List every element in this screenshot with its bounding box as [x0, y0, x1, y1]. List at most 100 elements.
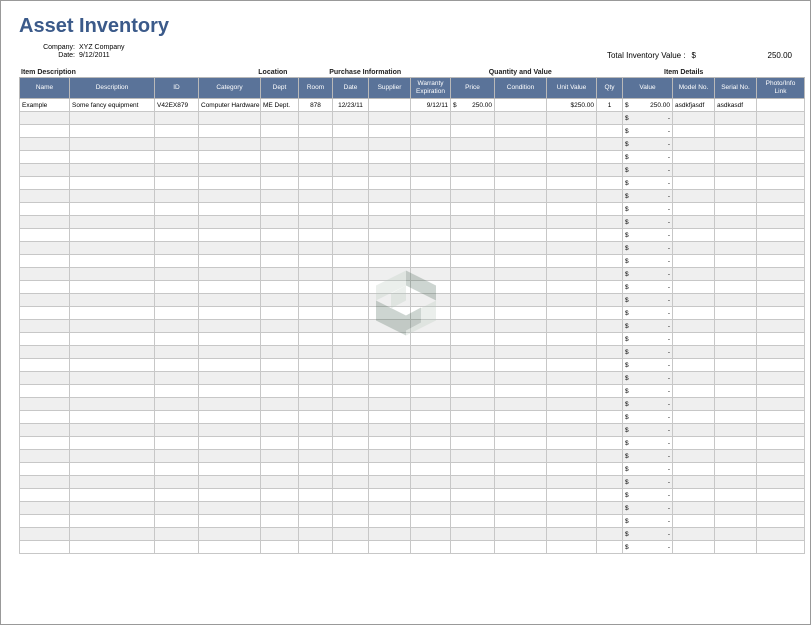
cell[interactable]: [155, 320, 199, 333]
cell[interactable]: [715, 528, 757, 541]
cell[interactable]: [673, 463, 715, 476]
cell[interactable]: [597, 489, 623, 502]
cell[interactable]: [155, 242, 199, 255]
cell[interactable]: [757, 320, 805, 333]
cell[interactable]: [451, 307, 495, 320]
cell[interactable]: [547, 398, 597, 411]
cell[interactable]: [261, 177, 299, 190]
cell[interactable]: [451, 242, 495, 255]
cell[interactable]: [715, 268, 757, 281]
cell[interactable]: [715, 450, 757, 463]
cell[interactable]: [155, 268, 199, 281]
cell[interactable]: [261, 216, 299, 229]
cell[interactable]: [20, 320, 70, 333]
cell-money[interactable]: $-: [623, 307, 673, 320]
cell[interactable]: [547, 216, 597, 229]
cell[interactable]: [333, 242, 369, 255]
cell[interactable]: [333, 346, 369, 359]
cell[interactable]: [451, 411, 495, 424]
cell[interactable]: [715, 255, 757, 268]
cell[interactable]: [715, 190, 757, 203]
cell[interactable]: [299, 255, 333, 268]
cell-money[interactable]: $-: [623, 463, 673, 476]
cell[interactable]: [495, 515, 547, 528]
cell[interactable]: [20, 164, 70, 177]
cell[interactable]: $250.00: [547, 99, 597, 112]
cell[interactable]: [411, 203, 451, 216]
cell[interactable]: [757, 450, 805, 463]
cell[interactable]: [70, 190, 155, 203]
cell[interactable]: [547, 112, 597, 125]
cell[interactable]: [333, 281, 369, 294]
cell-money[interactable]: $-: [623, 190, 673, 203]
cell[interactable]: [411, 437, 451, 450]
cell[interactable]: [199, 125, 261, 138]
cell[interactable]: [20, 125, 70, 138]
cell[interactable]: [495, 398, 547, 411]
cell[interactable]: [451, 177, 495, 190]
cell[interactable]: [261, 320, 299, 333]
cell[interactable]: [715, 489, 757, 502]
cell[interactable]: [20, 450, 70, 463]
cell-money[interactable]: $-: [623, 164, 673, 177]
cell[interactable]: [20, 424, 70, 437]
cell[interactable]: [70, 138, 155, 151]
cell[interactable]: [70, 502, 155, 515]
cell[interactable]: [155, 333, 199, 346]
cell[interactable]: [547, 255, 597, 268]
cell[interactable]: 9/12/11: [411, 99, 451, 112]
cell[interactable]: [155, 229, 199, 242]
cell[interactable]: [261, 502, 299, 515]
cell[interactable]: [547, 229, 597, 242]
cell[interactable]: [333, 307, 369, 320]
cell[interactable]: [199, 294, 261, 307]
cell[interactable]: [155, 515, 199, 528]
cell[interactable]: [369, 320, 411, 333]
cell[interactable]: [261, 190, 299, 203]
cell[interactable]: [333, 216, 369, 229]
cell[interactable]: [715, 476, 757, 489]
cell[interactable]: [757, 216, 805, 229]
cell[interactable]: [757, 229, 805, 242]
cell[interactable]: [673, 164, 715, 177]
cell[interactable]: [299, 528, 333, 541]
cell[interactable]: [20, 203, 70, 216]
cell[interactable]: [715, 229, 757, 242]
cell[interactable]: [70, 424, 155, 437]
cell[interactable]: [70, 177, 155, 190]
cell[interactable]: [299, 502, 333, 515]
cell[interactable]: [451, 125, 495, 138]
cell[interactable]: V42EX879: [155, 99, 199, 112]
cell[interactable]: [495, 112, 547, 125]
cell[interactable]: [299, 268, 333, 281]
cell[interactable]: [597, 502, 623, 515]
cell[interactable]: [411, 281, 451, 294]
cell[interactable]: [70, 528, 155, 541]
cell[interactable]: [369, 242, 411, 255]
cell[interactable]: [369, 125, 411, 138]
cell[interactable]: [715, 294, 757, 307]
cell[interactable]: [597, 190, 623, 203]
cell[interactable]: [20, 112, 70, 125]
cell[interactable]: [547, 151, 597, 164]
cell[interactable]: [715, 112, 757, 125]
cell[interactable]: [673, 294, 715, 307]
cell-money[interactable]: $-: [623, 255, 673, 268]
cell-money[interactable]: $-: [623, 216, 673, 229]
cell[interactable]: [673, 411, 715, 424]
cell[interactable]: [70, 281, 155, 294]
cell[interactable]: [495, 463, 547, 476]
cell[interactable]: [70, 112, 155, 125]
cell[interactable]: [70, 346, 155, 359]
cell[interactable]: Computer Hardware: [199, 99, 261, 112]
cell[interactable]: [597, 411, 623, 424]
cell[interactable]: [70, 333, 155, 346]
cell[interactable]: [495, 541, 547, 554]
cell[interactable]: [70, 294, 155, 307]
cell-money[interactable]: $-: [623, 424, 673, 437]
cell[interactable]: [597, 112, 623, 125]
cell[interactable]: [411, 541, 451, 554]
cell[interactable]: [20, 476, 70, 489]
cell[interactable]: [70, 216, 155, 229]
cell[interactable]: [715, 359, 757, 372]
